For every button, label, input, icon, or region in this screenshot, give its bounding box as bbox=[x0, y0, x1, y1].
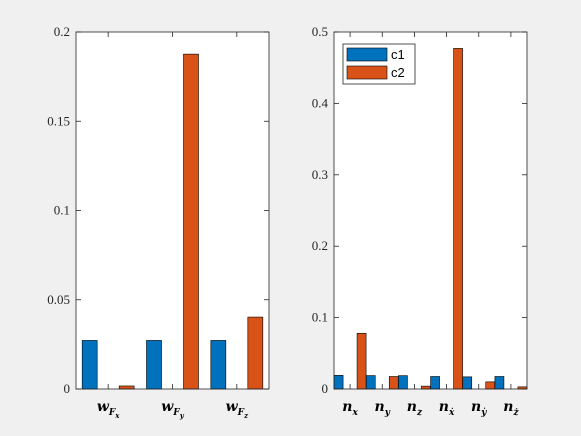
x-tick-label-subscript: F bbox=[108, 408, 116, 418]
plot-area bbox=[334, 32, 527, 389]
bar-c2-1 bbox=[388, 376, 399, 390]
bar-c1-0 bbox=[333, 375, 344, 390]
legend-label-c1: c1 bbox=[391, 47, 405, 62]
bar-c1-4 bbox=[462, 376, 473, 390]
bar-c2-2 bbox=[247, 316, 264, 390]
x-tick-label: wFz bbox=[226, 399, 249, 420]
bar-c1-5 bbox=[494, 376, 505, 390]
bar-c1-1 bbox=[365, 375, 376, 390]
bar-c2-0 bbox=[356, 333, 367, 390]
bar-c1-3 bbox=[430, 376, 440, 390]
bar-c1-0 bbox=[81, 340, 98, 390]
x-tick-label-base: n bbox=[471, 399, 481, 415]
x-tick-label: nẏ bbox=[471, 399, 487, 418]
x-tick-label-base: n bbox=[439, 399, 449, 415]
y-tick-label: 0.1 bbox=[54, 203, 70, 218]
x-tick-label-subsubscript: x bbox=[114, 411, 120, 420]
bar-c2-3 bbox=[453, 48, 463, 390]
x-tick-label-base: n bbox=[375, 399, 385, 415]
bar-c1-2 bbox=[210, 340, 227, 390]
x-tick-label-subscript: F bbox=[237, 408, 245, 418]
y-tick-label: 0 bbox=[64, 381, 71, 396]
y-tick-label: 0 bbox=[322, 381, 329, 396]
x-tick-label-subscript: y bbox=[384, 408, 391, 418]
x-tick-label-base: n bbox=[342, 399, 352, 415]
x-tick-label: nx bbox=[342, 399, 358, 418]
y-tick-label: 0.3 bbox=[312, 167, 328, 182]
x-tick-label-subsubscript: z bbox=[243, 411, 249, 420]
x-tick-label: wFy bbox=[161, 399, 184, 420]
y-tick-label: 0.2 bbox=[312, 238, 328, 253]
plot-area bbox=[76, 32, 269, 389]
x-tick-label-subsubscript: y bbox=[179, 411, 185, 420]
x-tick-label-base: w bbox=[161, 399, 174, 415]
y-tick-label: 0.1 bbox=[312, 310, 328, 325]
x-tick-label-base: w bbox=[97, 399, 110, 415]
x-tick-label-subscript: F bbox=[172, 408, 180, 418]
y-tick-label: 0.2 bbox=[54, 24, 70, 39]
legend-label-c2: c2 bbox=[391, 65, 405, 80]
x-tick-label-subscript: ẋ bbox=[448, 407, 455, 418]
y-tick-label: 0.05 bbox=[47, 292, 70, 307]
x-tick-label-base: n bbox=[407, 399, 417, 415]
legend-swatch-c2 bbox=[346, 65, 388, 80]
bar-c1-1 bbox=[146, 340, 162, 390]
x-tick-label: ny bbox=[375, 399, 391, 418]
legend-swatch-c1 bbox=[346, 47, 388, 62]
y-tick-label: 0.4 bbox=[312, 95, 329, 110]
bar-c2-0 bbox=[118, 385, 135, 390]
x-tick-label-subscript: x bbox=[351, 408, 358, 418]
x-tick-label-base: w bbox=[226, 399, 239, 415]
x-tick-label: nż bbox=[503, 399, 519, 418]
axes-box bbox=[333, 31, 528, 390]
y-tick-label: 0.5 bbox=[312, 24, 328, 39]
bar-c1-2 bbox=[398, 375, 408, 390]
x-tick-label-subscript: ẏ bbox=[480, 407, 487, 418]
x-tick-label-base: n bbox=[503, 399, 513, 415]
bar-c2-2 bbox=[421, 385, 431, 390]
x-tick-label-subscript: z bbox=[416, 408, 423, 418]
bar-c2-1 bbox=[183, 53, 199, 390]
y-tick-label: 0.15 bbox=[47, 113, 70, 128]
x-tick-label: nẋ bbox=[439, 399, 455, 418]
x-tick-label: wFx bbox=[97, 399, 120, 420]
x-tick-label: nz bbox=[407, 399, 423, 418]
x-tick-label-subscript: ż bbox=[512, 408, 519, 418]
bar-c2-4 bbox=[485, 381, 496, 390]
